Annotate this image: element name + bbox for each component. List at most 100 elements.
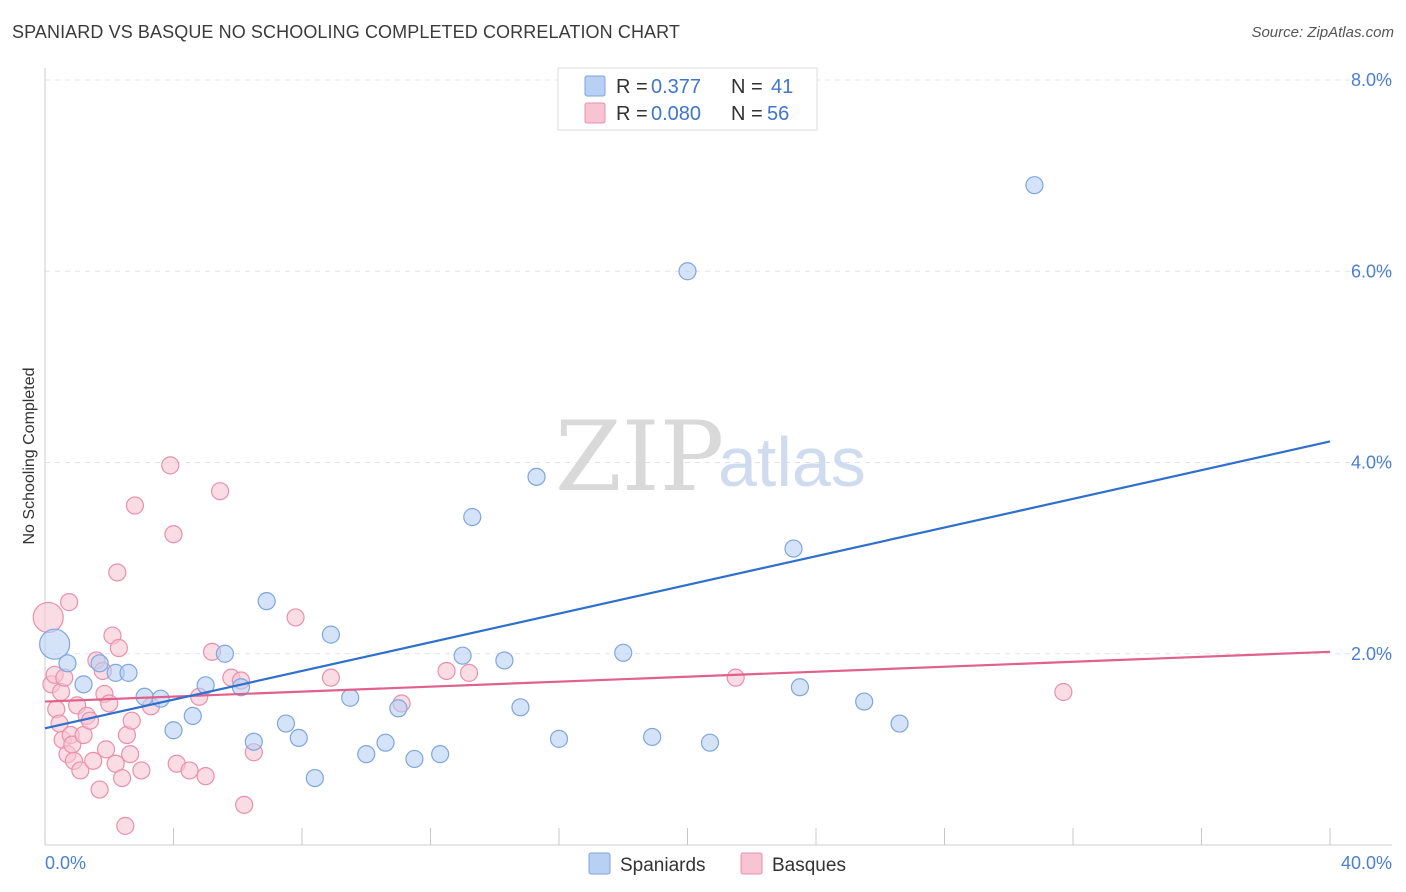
series-legend-basques-swatch[interactable] xyxy=(740,852,763,875)
spaniard-point xyxy=(164,721,183,740)
y-tick-label: 6.0% xyxy=(1351,261,1392,281)
basque-point xyxy=(108,563,127,582)
x-tick-label-max: 40.0% xyxy=(1341,853,1392,873)
y-axis-label: No Schooling Completed xyxy=(21,368,38,545)
basque-point xyxy=(116,816,135,835)
watermark: ZIP atlas xyxy=(555,401,866,513)
spaniard-point xyxy=(244,732,263,751)
basque-point xyxy=(59,593,79,612)
spaniard-point xyxy=(183,706,202,726)
spaniard-point xyxy=(376,733,395,752)
basques-points xyxy=(32,456,1073,835)
spaniard-point xyxy=(463,507,482,527)
spaniard-point xyxy=(389,699,408,718)
legend-n-label-basques: N = xyxy=(731,103,763,125)
spaniard-point xyxy=(215,644,234,663)
basque-point xyxy=(32,601,64,634)
basque-point xyxy=(321,668,341,687)
axes xyxy=(44,68,1392,846)
spaniard-point xyxy=(511,698,530,717)
basque-point xyxy=(437,661,456,681)
y-tick-label: 2.0% xyxy=(1351,644,1392,664)
basque-point xyxy=(180,761,199,780)
basques-swatch xyxy=(584,102,606,124)
stats-legend: R = 0.377 N = 41 R = 0.080 N = 56 xyxy=(557,67,818,131)
series-legend: Spaniards Basques xyxy=(588,852,846,876)
spaniard-point xyxy=(305,768,324,788)
basque-point xyxy=(161,456,180,475)
legend-r-label-basques: R = xyxy=(616,103,648,125)
legend-r-label-spaniards: R = xyxy=(616,76,648,98)
basque-point xyxy=(286,608,305,627)
basque-point xyxy=(726,668,745,687)
spaniard-point xyxy=(58,654,77,673)
spaniard-point xyxy=(890,714,909,733)
spaniard-point xyxy=(289,728,308,748)
basque-point xyxy=(1054,682,1073,702)
y-tick-label: 4.0% xyxy=(1351,453,1392,473)
legend-n-value-basques: 56 xyxy=(767,103,789,125)
spaniard-point xyxy=(276,714,296,733)
basque-point xyxy=(125,496,145,515)
spaniard-point xyxy=(855,692,874,711)
spaniard-point xyxy=(700,733,720,752)
spaniard-point xyxy=(321,625,341,644)
basque-point xyxy=(100,694,119,713)
spaniard-point xyxy=(790,678,810,697)
basque-point xyxy=(235,795,254,814)
spaniard-point xyxy=(527,467,546,486)
source-credit: Source: ZipAtlas.com xyxy=(1251,24,1394,41)
spaniards-trend-line xyxy=(44,440,1331,730)
spaniard-point xyxy=(431,745,450,764)
spaniard-point xyxy=(784,539,803,558)
spaniard-point xyxy=(341,688,360,707)
basque-point xyxy=(196,767,215,786)
x-ticks xyxy=(44,828,1331,845)
basque-point xyxy=(164,525,183,544)
spaniard-point xyxy=(678,262,697,281)
basque-point xyxy=(459,663,479,682)
spaniard-point xyxy=(1025,176,1044,195)
basque-point xyxy=(122,711,141,730)
basque-point xyxy=(96,740,116,759)
series-legend-spaniards[interactable]: Spaniards xyxy=(620,855,706,876)
series-legend-spaniards-swatch[interactable] xyxy=(588,852,611,875)
spaniards-points xyxy=(39,80,1044,788)
chart-title: SPANIARD VS BASQUE NO SCHOOLING COMPLETE… xyxy=(12,22,681,42)
spaniards-swatch xyxy=(584,75,606,97)
series-legend-basques[interactable]: Basques xyxy=(772,855,846,876)
watermark-zip: ZIP xyxy=(555,401,724,513)
legend-n-label-spaniards: N = xyxy=(731,76,763,98)
spaniard-point xyxy=(74,675,93,694)
basque-point xyxy=(132,761,151,780)
basque-point xyxy=(90,780,109,799)
basque-point xyxy=(84,751,103,770)
x-tick-label-min: 0.0% xyxy=(45,853,86,873)
spaniard-point xyxy=(119,663,138,682)
spaniard-point xyxy=(257,592,276,611)
spaniard-point xyxy=(453,646,472,665)
y-tick-label: 8.0% xyxy=(1351,70,1392,90)
basques-trend-line xyxy=(44,650,1331,703)
basque-point xyxy=(210,482,230,501)
spaniard-point xyxy=(357,745,376,764)
grid-lines xyxy=(45,79,1392,655)
basque-point xyxy=(121,745,140,764)
watermark-atlas: atlas xyxy=(718,423,866,501)
spaniard-point xyxy=(614,643,633,662)
spaniard-point xyxy=(39,628,71,660)
spaniard-point xyxy=(90,654,109,673)
spaniard-point xyxy=(549,729,569,748)
spaniard-point xyxy=(643,727,662,747)
basque-point xyxy=(71,761,90,780)
legend-n-value-spaniards: 41 xyxy=(771,76,793,98)
spaniard-point xyxy=(405,749,424,769)
basque-point xyxy=(109,638,128,658)
basque-point xyxy=(112,768,132,788)
spaniard-point xyxy=(196,676,215,695)
legend-r-value-spaniards: 0.377 xyxy=(651,76,701,98)
y-tick-labels: 2.0% 4.0% 6.0% 8.0% xyxy=(1351,70,1392,664)
spaniard-point xyxy=(495,651,514,670)
legend-r-value-basques: 0.080 xyxy=(651,103,701,125)
